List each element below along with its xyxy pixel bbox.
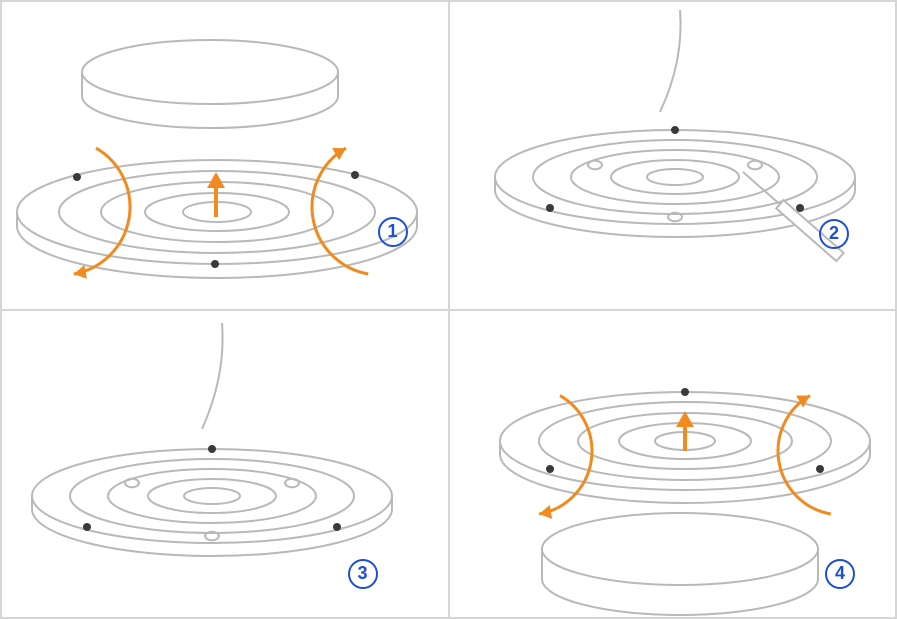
step-panel-4: 4 (449, 310, 897, 619)
step-diagram (2, 2, 449, 310)
step-diagram (2, 311, 449, 619)
step-number: 4 (825, 559, 855, 589)
instruction-grid: 1 2 3 4 (0, 0, 897, 619)
step-number: 1 (378, 217, 408, 247)
step-number: 2 (819, 219, 849, 249)
step-number-badge: 1 (378, 217, 408, 247)
step-panel-3: 3 (1, 310, 449, 619)
step-number-badge: 4 (825, 559, 855, 589)
step-number-badge: 2 (819, 219, 849, 249)
step-diagram (450, 2, 897, 310)
step-panel-2: 2 (449, 1, 897, 310)
step-number-badge: 3 (348, 559, 378, 589)
step-number: 3 (348, 559, 378, 589)
step-panel-1: 1 (1, 1, 449, 310)
